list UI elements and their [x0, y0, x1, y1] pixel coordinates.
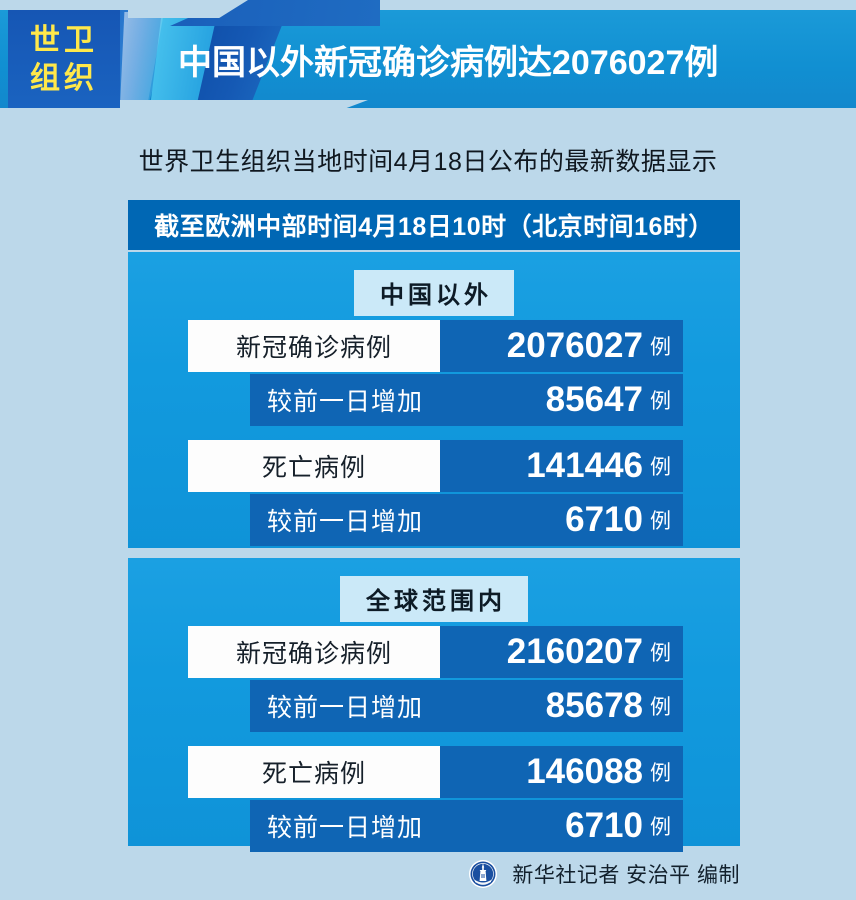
data-row: 较前一日增加 85678 例 [128, 680, 740, 732]
data-row: 死亡病例 141446 例 [128, 440, 740, 492]
header-banner: 世卫 组织 中国以外新冠确诊病例达2076027例 [0, 0, 856, 118]
row-value-unit: 例 [650, 816, 671, 839]
row-delta-bar: 较前一日增加 6710 例 [250, 800, 683, 852]
row-value-number: 85647 [545, 380, 643, 419]
row-value-unit: 例 [650, 696, 671, 719]
section-title-badge: 中国以外 [354, 270, 514, 316]
row-label: 较前一日增加 [266, 694, 423, 722]
row-value-block: 146088 例 [440, 746, 683, 798]
footer: 新华社记者 安治平 编制 [128, 852, 740, 896]
row-value-number: 6710 [565, 500, 643, 539]
row-value-unit: 例 [650, 390, 671, 413]
page-title: 中国以外新冠确诊病例达2076027例 [178, 43, 719, 82]
row-value-block: 6710 例 [440, 500, 683, 540]
row-label: 较前一日增加 [266, 388, 423, 416]
row-value-unit: 例 [650, 336, 671, 359]
data-row: 死亡病例 146088 例 [128, 746, 740, 798]
decorative-notch-bottom [110, 100, 368, 118]
row-value-unit: 例 [650, 762, 671, 785]
date-header-bar: 截至欧洲中部时间4月18日10时（北京时间16时） [128, 200, 740, 250]
decorative-notch-top [128, 0, 248, 18]
row-value-unit: 例 [650, 510, 671, 533]
section-title-badge: 全球范围内 [340, 576, 528, 622]
row-delta-bar: 较前一日增加 85647 例 [250, 374, 683, 426]
row-label: 新冠确诊病例 [188, 320, 440, 372]
row-value-block: 141446 例 [440, 440, 683, 492]
who-badge-line2: 组织 [30, 62, 98, 95]
row-label: 较前一日增加 [266, 508, 423, 536]
row-value-number: 85678 [545, 686, 643, 725]
row-value-block: 2160207 例 [440, 626, 683, 678]
row-value-block: 2076027 例 [440, 320, 683, 372]
xinhua-logo-icon [469, 860, 498, 888]
who-badge-background [8, 10, 120, 108]
data-row: 较前一日增加 6710 例 [128, 800, 740, 852]
row-value-number: 2076027 [506, 326, 643, 365]
row-value-number: 146088 [526, 752, 643, 791]
section-rows: 新冠确诊病例 2076027 例较前一日增加 85647 例死亡病例 141446 例较前一… [128, 320, 740, 548]
row-value-number: 141446 [526, 446, 643, 485]
who-badge-line1: 世卫 [30, 24, 98, 57]
data-row: 新冠确诊病例 2160207 例 [128, 626, 740, 678]
row-label: 较前一日增加 [266, 814, 423, 842]
section-rows: 新冠确诊病例 2160207 例较前一日增加 85678 例死亡病例 146088 例较前一… [128, 626, 740, 854]
credit-text: 新华社记者 安治平 编制 [512, 864, 740, 887]
subtitle: 世界卫生组织当地时间4月18日公布的最新数据显示 [138, 148, 718, 176]
data-row: 新冠确诊病例 2076027 例 [128, 320, 740, 372]
row-value-number: 6710 [565, 806, 643, 845]
row-label: 死亡病例 [188, 440, 440, 492]
row-value-number: 2160207 [506, 632, 643, 671]
row-value-unit: 例 [650, 642, 671, 665]
row-value-block: 6710 例 [440, 806, 683, 846]
data-row: 较前一日增加 85647 例 [128, 374, 740, 426]
section-panel-1: 全球范围内 新冠确诊病例 2160207 例较前一日增加 85678 例死亡病例 14608… [128, 558, 740, 852]
row-value-block: 85647 例 [440, 380, 683, 420]
who-badge: 世卫 组织 [8, 22, 120, 100]
row-value-unit: 例 [650, 456, 671, 479]
row-delta-bar: 较前一日增加 85678 例 [250, 680, 683, 732]
row-label: 新冠确诊病例 [188, 626, 440, 678]
section-panel-0: 中国以外 新冠确诊病例 2076027 例较前一日增加 85647 例死亡病例 141446… [128, 252, 740, 548]
data-row: 较前一日增加 6710 例 [128, 494, 740, 546]
row-label: 死亡病例 [188, 746, 440, 798]
row-delta-bar: 较前一日增加 6710 例 [250, 494, 683, 546]
row-value-block: 85678 例 [440, 686, 683, 726]
